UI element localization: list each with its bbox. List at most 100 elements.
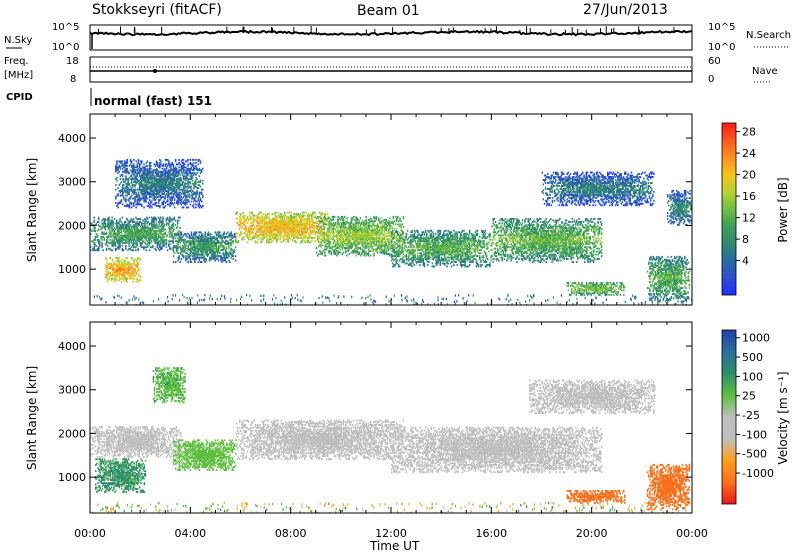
- power-cell: [170, 228, 172, 231]
- power-cell: [148, 199, 151, 201]
- power-cell: [124, 166, 126, 169]
- power-cell: [344, 247, 346, 249]
- power-cell: [308, 222, 311, 224]
- power-cell: [355, 232, 357, 235]
- power-cell: [362, 232, 364, 235]
- power-cell: [137, 233, 139, 235]
- power-cell: [132, 273, 134, 276]
- power-cell: [288, 216, 291, 219]
- power-cell: [131, 264, 133, 267]
- power-cell: [160, 187, 162, 190]
- power-cell: [154, 247, 156, 250]
- power-cell: [181, 247, 184, 250]
- power-cell: [137, 237, 139, 240]
- power-cell: [127, 249, 129, 252]
- power-cell: [129, 263, 132, 265]
- power-cell: [321, 227, 323, 230]
- power-cell: [189, 237, 192, 240]
- power-cell: [90, 228, 92, 231]
- power-cell: [221, 261, 223, 263]
- power-cell: [134, 231, 136, 234]
- power-cell: [123, 268, 125, 271]
- power-cell: [109, 265, 112, 268]
- power-cell: [125, 276, 127, 279]
- power-cell: [249, 231, 251, 233]
- power-cell: [356, 230, 358, 233]
- power-cell: [263, 223, 266, 226]
- power-cell: [106, 277, 108, 280]
- power-cell: [204, 231, 206, 234]
- power-cell: [323, 241, 326, 244]
- power-cell: [195, 161, 197, 164]
- power-cell: [125, 257, 127, 259]
- power-cell: [162, 202, 165, 204]
- power-cell: [377, 233, 380, 236]
- power-cell: [169, 199, 171, 201]
- power-cell: [158, 219, 161, 222]
- power-cell: [165, 240, 168, 243]
- power-cell: [137, 193, 140, 195]
- power-cell: [134, 237, 136, 240]
- power-cell: [95, 244, 98, 247]
- power-cell: [348, 229, 351, 232]
- power-cell: [125, 197, 127, 200]
- power-cell: [222, 253, 224, 256]
- power-cell: [121, 203, 124, 206]
- power-cell: [97, 228, 100, 231]
- power-cell: [160, 160, 162, 163]
- power-cell: [199, 231, 202, 234]
- power-cell: [374, 248, 376, 251]
- power-cell: [152, 228, 154, 231]
- power-cell: [380, 217, 382, 220]
- power-cell: [347, 236, 349, 239]
- power-cell: [357, 230, 360, 233]
- power-cell: [349, 227, 352, 230]
- power-cell: [164, 190, 167, 192]
- power-cell: [165, 163, 168, 166]
- power-cell: [328, 229, 330, 232]
- power-cell: [103, 227, 106, 229]
- power-cell: [171, 231, 173, 234]
- power-cell: [135, 230, 137, 232]
- power-cell: [111, 219, 113, 222]
- power-cell: [173, 182, 176, 185]
- power-cell: [101, 235, 103, 238]
- power-cell: [143, 228, 145, 231]
- power-cell: [186, 235, 188, 238]
- power-cell: [162, 188, 165, 191]
- power-cell: [116, 221, 118, 223]
- power-cell: [298, 234, 301, 236]
- power-cell: [277, 211, 279, 214]
- power-cell: [182, 255, 185, 258]
- power-cell: [232, 250, 235, 253]
- power-cell: [157, 241, 160, 244]
- power-cell: [272, 235, 275, 238]
- power-cell: [196, 193, 198, 195]
- power-cell: [193, 158, 195, 161]
- power-cell: [146, 231, 148, 234]
- power-cell: [354, 250, 356, 252]
- power-cell: [220, 258, 222, 260]
- power-cell: [201, 253, 203, 256]
- power-cell: [320, 217, 322, 220]
- power-cell: [303, 222, 305, 224]
- power-cell: [136, 225, 138, 228]
- power-cell: [95, 249, 98, 252]
- power-cell: [158, 187, 160, 190]
- power-cell: [345, 242, 347, 245]
- power-cell: [362, 220, 364, 223]
- nsky-frame: [89, 24, 693, 51]
- power-cell: [150, 167, 152, 170]
- power-cell: [208, 247, 211, 250]
- power-cell: [134, 170, 136, 173]
- power-cell: [328, 245, 330, 248]
- power-cell: [161, 247, 163, 250]
- power-cell: [204, 237, 206, 240]
- power-cell: [284, 228, 286, 230]
- power-cell: [332, 238, 335, 241]
- power-cell: [289, 217, 292, 220]
- power-cell: [384, 223, 387, 226]
- power-cell: [173, 173, 176, 176]
- power-cell: [339, 230, 342, 233]
- power-cell: [105, 233, 108, 235]
